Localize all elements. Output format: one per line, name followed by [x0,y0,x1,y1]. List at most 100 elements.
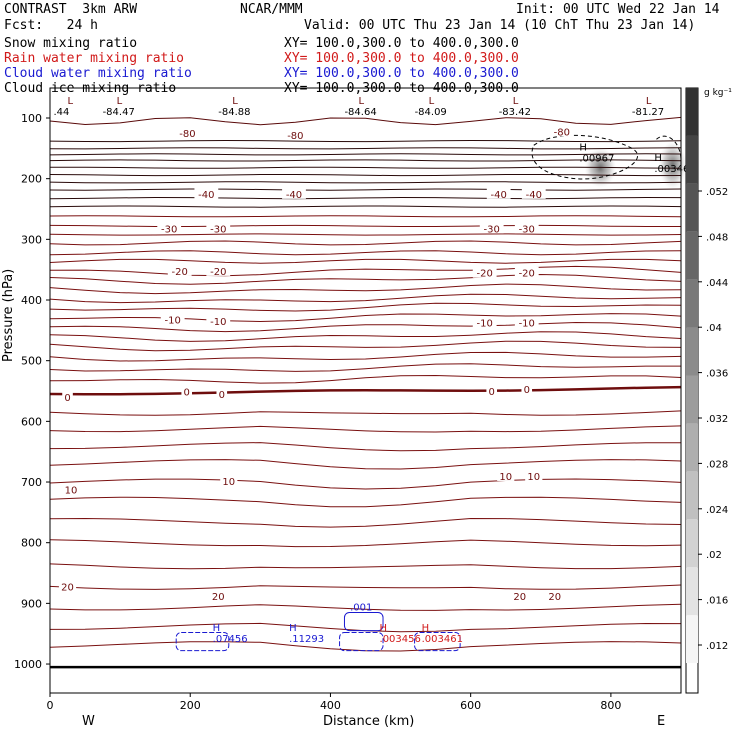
temperature-label: -20 [477,269,493,280]
temperature-label: -30 [519,224,535,235]
plot-frame [49,87,682,694]
temperature-contour [49,363,681,372]
x-tick-label: 800 [600,699,621,712]
x-tick-label: 0 [47,699,54,712]
colorbar-segment [686,327,698,376]
temp-label-bg [549,125,574,137]
high-value: .00967 [579,153,614,164]
temperature-label: 20 [548,592,561,603]
temp-label-bg [62,483,80,495]
cloud-water-contour [414,631,461,652]
high-value: .00346 [654,164,689,175]
temperature-label: -20 [172,267,188,278]
temperature-label: 20 [61,582,74,593]
low-marker: L [358,96,364,107]
low-marker: L [232,96,238,107]
temperature-contour [49,340,682,352]
valid-time: Valid: 00 UTC Thu 23 Jan 14 (10 ChT Thu … [304,18,696,33]
temperature-contour [49,240,682,246]
y-tick-label: 200 [21,173,42,186]
temperature-contour [49,459,682,470]
y-tick-label: 600 [21,415,42,428]
y-tick-label: 300 [21,233,42,246]
temperature-contour [49,153,682,156]
low-marker: L [513,96,519,107]
temperature-contour [49,224,681,227]
temperature-contour [49,302,682,312]
y-tick-label: 500 [21,355,42,368]
temp-label-bg [216,388,228,400]
high-value: .003461 [422,634,463,645]
temperature-label: -80 [179,129,195,140]
colorbar-segment [686,375,698,424]
temperature-contour [49,188,682,191]
temperature-contour [49,478,682,490]
temp-label-bg [514,222,539,234]
temperature-contour [49,442,682,452]
temperature-contour [49,147,682,150]
colorbar-tick-label: .036 [706,369,728,380]
temperature-contour [49,517,682,528]
temperature-contour [49,313,682,323]
legend-snow-xy: XY= 100.0,300.0 to 400.0,300.0 [284,36,519,51]
temperature-label: -30 [210,224,226,235]
colorbar-tick-label: .032 [706,414,728,425]
cloud-water-label: .001 [350,603,372,614]
low-value: -83.42 [499,107,531,118]
temp-label-bg [194,187,219,199]
temp-label-bg [160,313,185,325]
temperature-label: 10 [527,472,540,483]
temp-label-bg [486,187,511,199]
low-marker: L [646,96,652,107]
temperature-label: -30 [161,224,177,235]
low-value: -84.88 [218,107,250,118]
colorbar-segment [686,423,698,472]
temperature-label: 0 [489,387,495,398]
colorbar-tick-label: .048 [706,232,728,243]
colorbar-tick-label: .028 [706,459,728,470]
temperature-contour [49,539,682,548]
west-label: W [82,714,95,729]
temp-label-bg [472,316,497,328]
colorbar-segment [686,88,698,136]
temp-label-bg [282,187,306,199]
temp-label-bg [209,590,227,602]
high-marker: H [654,153,662,164]
init-time: Init: 00 UTC Wed 22 Jan 14 [516,2,720,17]
temp-label-bg [525,469,543,481]
temperature-contour [49,410,682,416]
temperature-label: 0 [219,390,225,401]
y-axis-label: Pressure (hPa) [1,269,16,362]
legend-rain-name: Rain water mixing ratio [4,51,185,66]
low-marker: L [68,96,74,107]
temperature-label: -10 [477,318,493,329]
low-marker: L [429,96,435,107]
temperature-label: 10 [65,485,78,496]
temp-label-bg [479,222,504,234]
temperature-contour [49,166,682,169]
colorbar-segment [686,183,698,232]
low-value: -84.47 [103,107,135,118]
temp-label-bg [181,385,193,397]
temperature-contour [49,563,682,570]
low-marker: L [117,96,123,107]
low-value: -84.09 [415,107,447,118]
y-tick-label: 900 [21,597,42,610]
high-marker: H [213,623,221,634]
legend-snow-name: Snow mixing ratio [4,36,138,51]
temperature-contour [49,159,682,162]
east-label: E [657,714,665,729]
temperature-contour [49,584,682,590]
temperature-contour [49,205,682,208]
temperature-contour [49,374,682,384]
temperature-label: 10 [222,477,235,488]
temperature-contour [49,139,682,143]
temperature-contour [49,496,682,508]
temperature-contour [49,351,682,362]
temperature-contour [49,331,682,342]
temperature-contour [49,250,682,256]
temp-label-bg [206,264,231,276]
high-marker: H [289,623,297,634]
temp-label-bg [206,315,231,327]
